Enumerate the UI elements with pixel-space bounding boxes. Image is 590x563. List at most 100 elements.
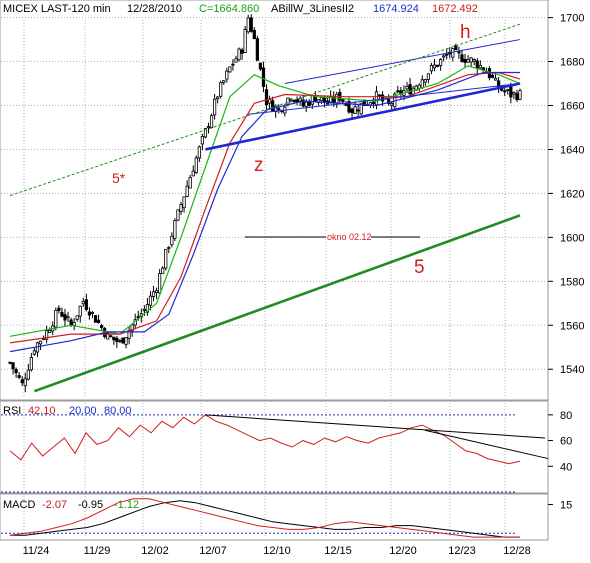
grid: 11/24 11/29 12/02 12/07 12/10 12/15 12/20 12/23… — [1, 13, 584, 557]
candle-body — [347, 101, 351, 113]
candle-body — [374, 91, 379, 106]
candle-body — [185, 185, 189, 197]
candle-body — [506, 89, 510, 92]
candle-body — [106, 332, 110, 340]
y-tick-label: 1600 — [560, 232, 584, 244]
candle-body — [503, 90, 507, 93]
candle-body — [237, 48, 241, 61]
rsi-panel — [0, 400, 549, 494]
candle-body — [478, 64, 482, 69]
candle-body — [332, 96, 336, 103]
rsi-name: RSI — [3, 405, 21, 417]
candle-body — [350, 108, 354, 114]
candle-body — [271, 100, 275, 112]
y-tick-label: 1700 — [560, 13, 584, 25]
rsi-high: 80.00 — [104, 405, 132, 417]
trend-line — [205, 82, 521, 151]
candle-body — [228, 66, 232, 73]
candle-body — [200, 136, 204, 145]
candle-body — [145, 304, 150, 313]
annotation-z: z — [254, 155, 264, 176]
candle-body — [442, 55, 446, 58]
candle-body — [109, 335, 113, 338]
candle-body — [371, 101, 376, 104]
candle-body — [353, 106, 357, 114]
candle-body — [130, 324, 134, 332]
candle-body — [194, 157, 198, 173]
rsi-tick-label: 40 — [560, 461, 572, 473]
candle-body — [66, 316, 70, 319]
candle-body — [26, 369, 30, 380]
candle-body — [213, 98, 217, 116]
candle-body — [252, 29, 256, 40]
candle-body — [310, 95, 314, 105]
candle-body — [258, 62, 263, 70]
candle-body — [466, 59, 470, 63]
candle-body — [344, 104, 348, 106]
candle-body — [225, 70, 229, 80]
candle-body — [356, 109, 360, 112]
candle-body — [390, 103, 394, 106]
candle-body — [240, 49, 244, 54]
candle-body — [405, 86, 409, 90]
candle-body — [188, 177, 192, 189]
candle-body — [84, 299, 88, 311]
candle-body — [493, 77, 498, 81]
candle-body — [96, 319, 101, 324]
candle-body — [490, 74, 495, 78]
macd-a: -2.07 — [42, 499, 67, 511]
candle-body — [264, 89, 269, 106]
candle-body — [203, 128, 208, 138]
candle-body — [124, 337, 128, 345]
candle-body — [304, 101, 308, 107]
candle-body — [289, 98, 293, 101]
candle-body — [216, 96, 220, 100]
candle-body — [319, 97, 324, 102]
candle-body — [341, 99, 345, 103]
candle-body — [432, 64, 437, 69]
candle-body — [509, 86, 513, 98]
y-tick-label: 1640 — [560, 144, 584, 156]
moving-average-line — [9, 65, 521, 337]
candle-body — [38, 340, 43, 345]
close-label: C=1664.860 — [199, 3, 259, 15]
y-tick-label: 1560 — [560, 320, 584, 332]
annotation-5: 5 — [414, 257, 425, 278]
macd-panel — [0, 493, 549, 541]
rsi-line — [9, 414, 521, 465]
candle-body — [197, 146, 201, 159]
candle-body — [286, 97, 290, 105]
rsi-tick-label: 80 — [560, 410, 572, 422]
value-2-label: 1672.492 — [432, 3, 478, 15]
candle-body — [243, 29, 247, 53]
date-label: 12/28/2010 — [127, 3, 182, 15]
moving-average-line — [9, 71, 520, 353]
annotation-5-star: 5* — [112, 170, 126, 186]
candle-body — [69, 319, 73, 326]
candle-body — [8, 361, 12, 364]
candle-body — [417, 84, 421, 89]
y-tick-label: 1680 — [560, 57, 584, 69]
candle-body — [435, 64, 440, 67]
candle-body — [222, 80, 226, 83]
candle-body — [206, 126, 211, 128]
candle-body — [445, 53, 449, 56]
candle-body — [167, 247, 171, 249]
candle-body — [472, 59, 476, 62]
candle-body — [142, 308, 146, 311]
candle-body — [267, 99, 272, 104]
candle-body — [219, 82, 223, 97]
candle-body — [261, 67, 266, 87]
candle-body — [14, 368, 18, 374]
candle-body — [151, 291, 156, 297]
okno-label-bg — [326, 231, 371, 242]
candle-body — [87, 311, 92, 316]
candle-body — [100, 325, 104, 328]
x-tick-label: 12/02 — [141, 545, 169, 557]
candle-body — [23, 378, 27, 387]
candle-body — [469, 57, 473, 63]
candle-body — [78, 305, 82, 317]
x-tick-label: 12/07 — [199, 545, 227, 557]
rsi-value: 42.10 — [28, 405, 56, 417]
